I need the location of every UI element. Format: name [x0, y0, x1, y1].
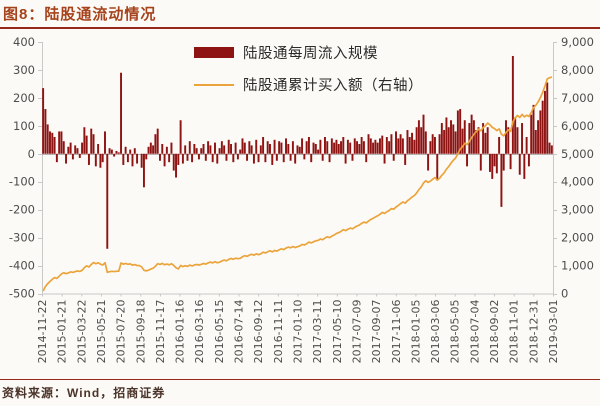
bar-series-swatch: [194, 47, 234, 58]
legend-label-cumulative-buy: 陆股通累计买入额（右轴）: [243, 78, 423, 94]
legend-item-weekly-inflow: 陆股通每周流入规模: [194, 42, 423, 63]
source-note-block: 资料来源：Wind，招商证券: [0, 379, 600, 401]
chart-area: 陆股通每周流入规模 陆股通累计买入额（右轴）: [0, 29, 600, 379]
flow-chart-canvas: [0, 29, 600, 379]
report-figure: 图8：陆股通流动情况 陆股通每周流入规模 陆股通累计买入额（右轴） 资料来源：W…: [0, 6, 600, 400]
source-note: 资料来源：Wind，招商证券: [2, 386, 166, 400]
title-divider: [0, 27, 600, 29]
legend-item-cumulative-buy: 陆股通累计买入额（右轴）: [194, 74, 423, 95]
line-series-swatch: [194, 83, 234, 86]
figure-title: 图8：陆股通流动情况: [3, 6, 157, 23]
legend-label-weekly-inflow: 陆股通每周流入规模: [243, 46, 378, 62]
chart-legend: 陆股通每周流入规模 陆股通累计买入额（右轴）: [194, 42, 423, 106]
